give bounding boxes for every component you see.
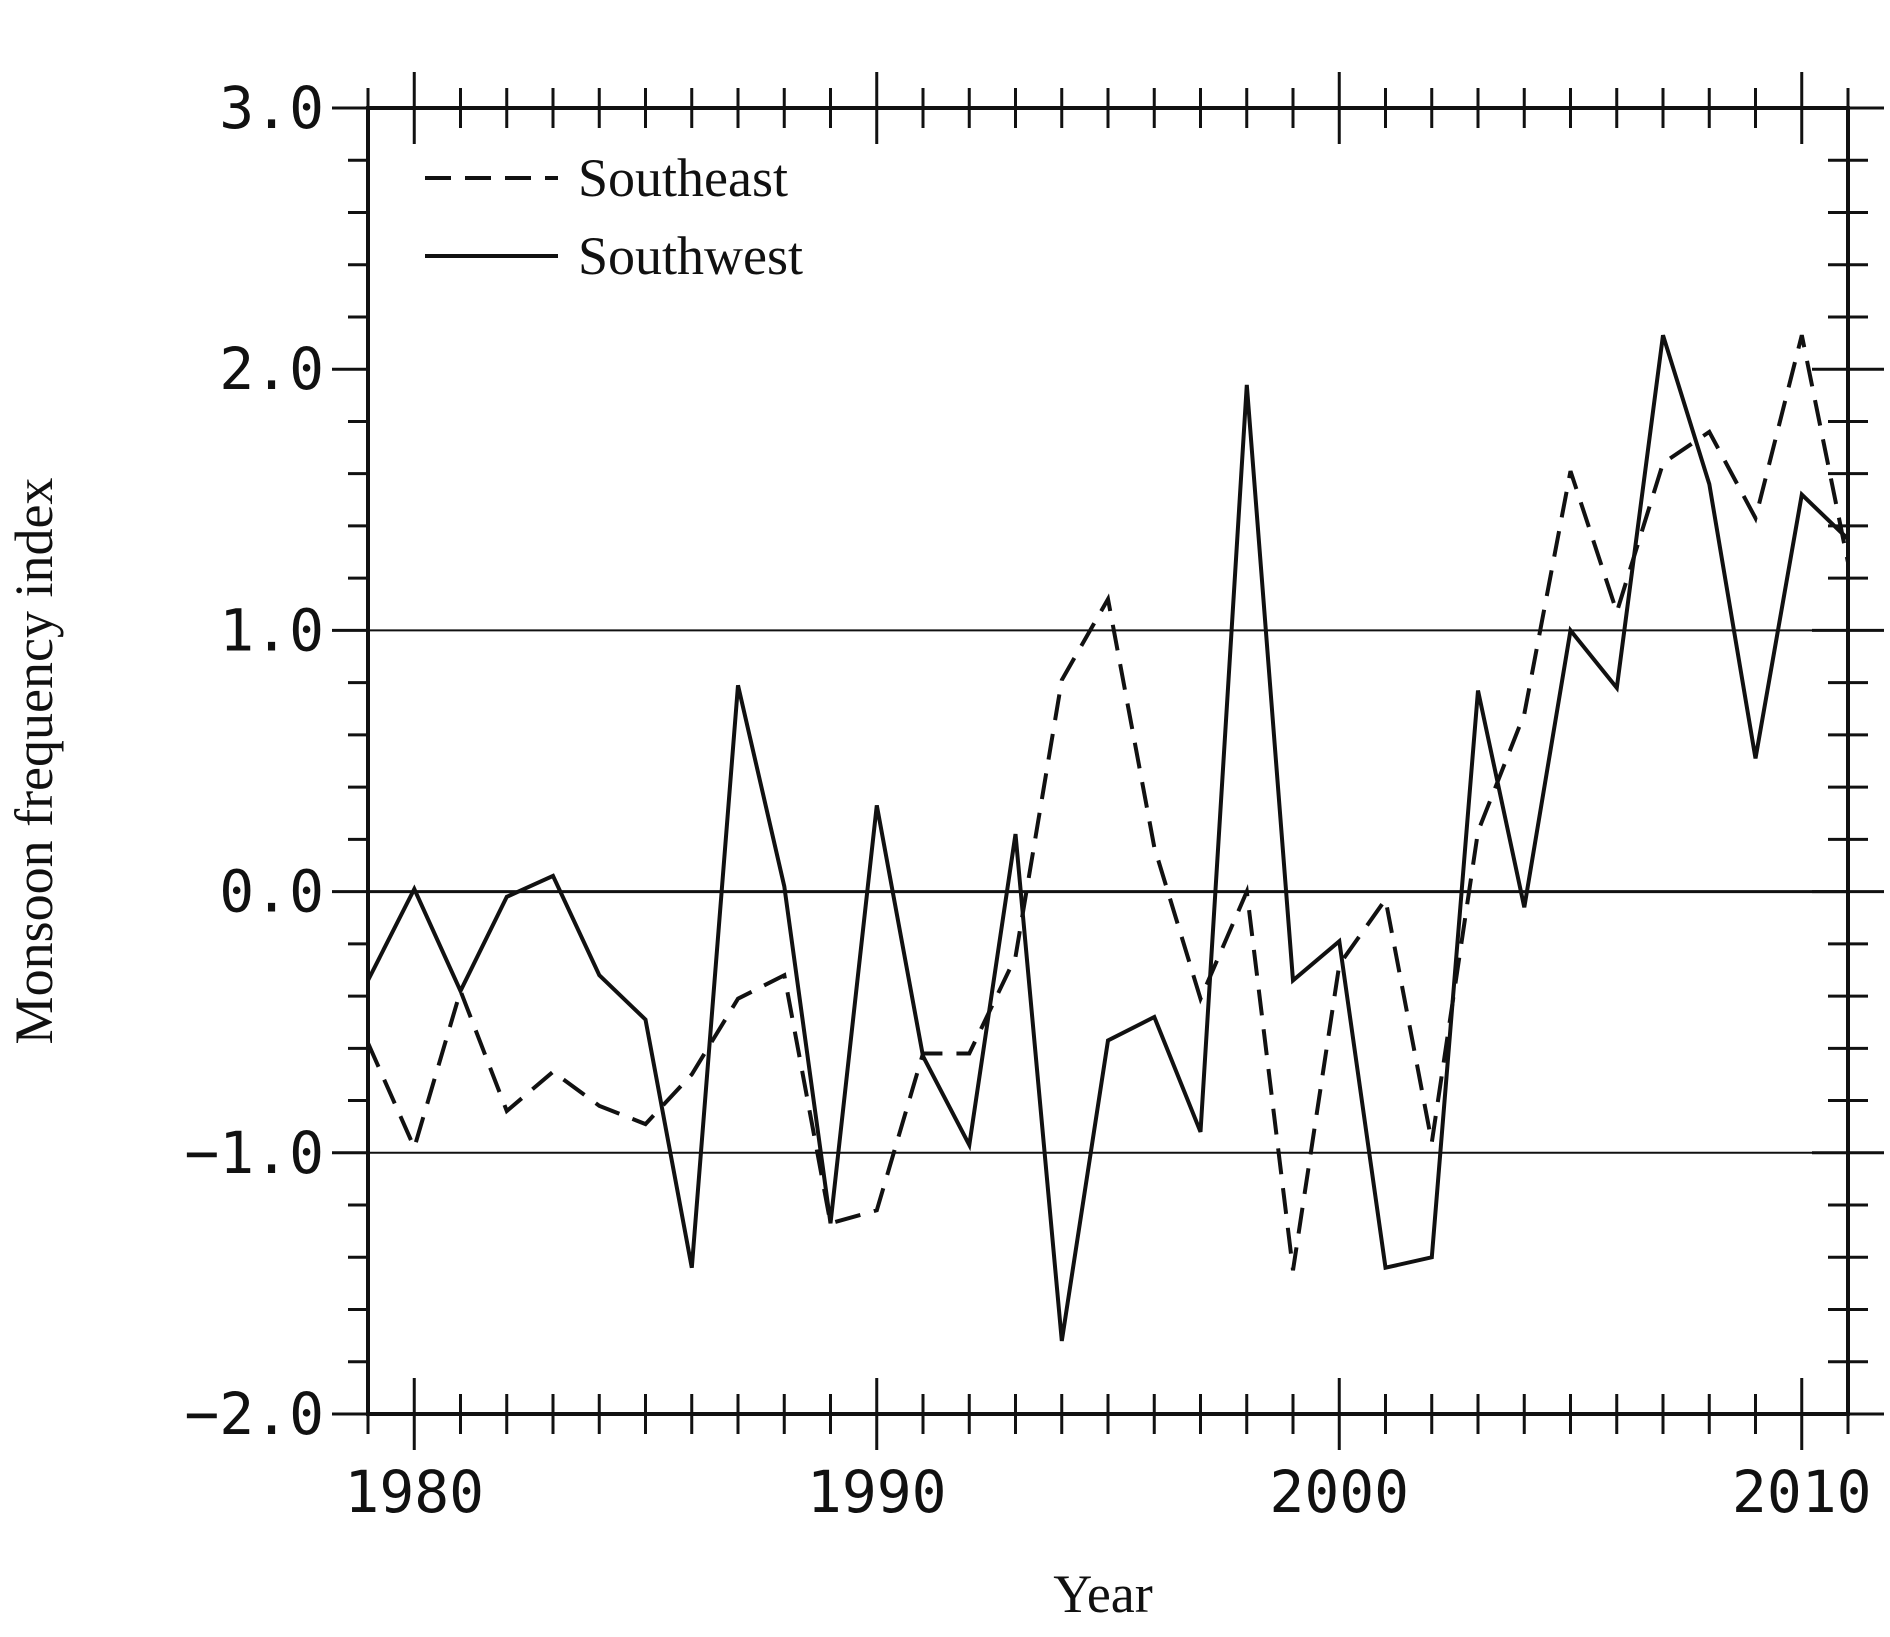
y-axis-title: Monsoon frequency index	[4, 478, 64, 1045]
legend-label-southeast: Southeast	[578, 148, 788, 208]
y-tick-label: 2.0	[219, 335, 324, 403]
y-tick-label: −1.0	[184, 1119, 324, 1187]
y-tick-label: 1.0	[219, 596, 324, 664]
x-tick-label: 1980	[344, 1458, 484, 1526]
x-tick-label: 1990	[807, 1458, 947, 1526]
series-lines	[366, 334, 1850, 1342]
series-line-southeast	[366, 334, 1850, 1271]
x-tick-label: 2010	[1732, 1458, 1872, 1526]
series-line-southwest	[366, 334, 1850, 1342]
legend: Southeast Southwest	[425, 148, 803, 286]
axis-tick-labels: 1980 1990 2000 2010 −2.0 −1.0 0.0 1.0 2.0 3.0	[184, 74, 1871, 1526]
reference-lines	[368, 629, 1848, 1154]
y-tick-label: 0.0	[219, 858, 324, 926]
y-tick-label: 3.0	[219, 74, 324, 142]
x-tick-label: 2000	[1269, 1458, 1409, 1526]
legend-label-southwest: Southwest	[578, 226, 803, 286]
axis-ticks	[332, 72, 1884, 1450]
x-axis-title: Year	[1053, 1564, 1153, 1624]
y-tick-label: −2.0	[184, 1380, 324, 1448]
